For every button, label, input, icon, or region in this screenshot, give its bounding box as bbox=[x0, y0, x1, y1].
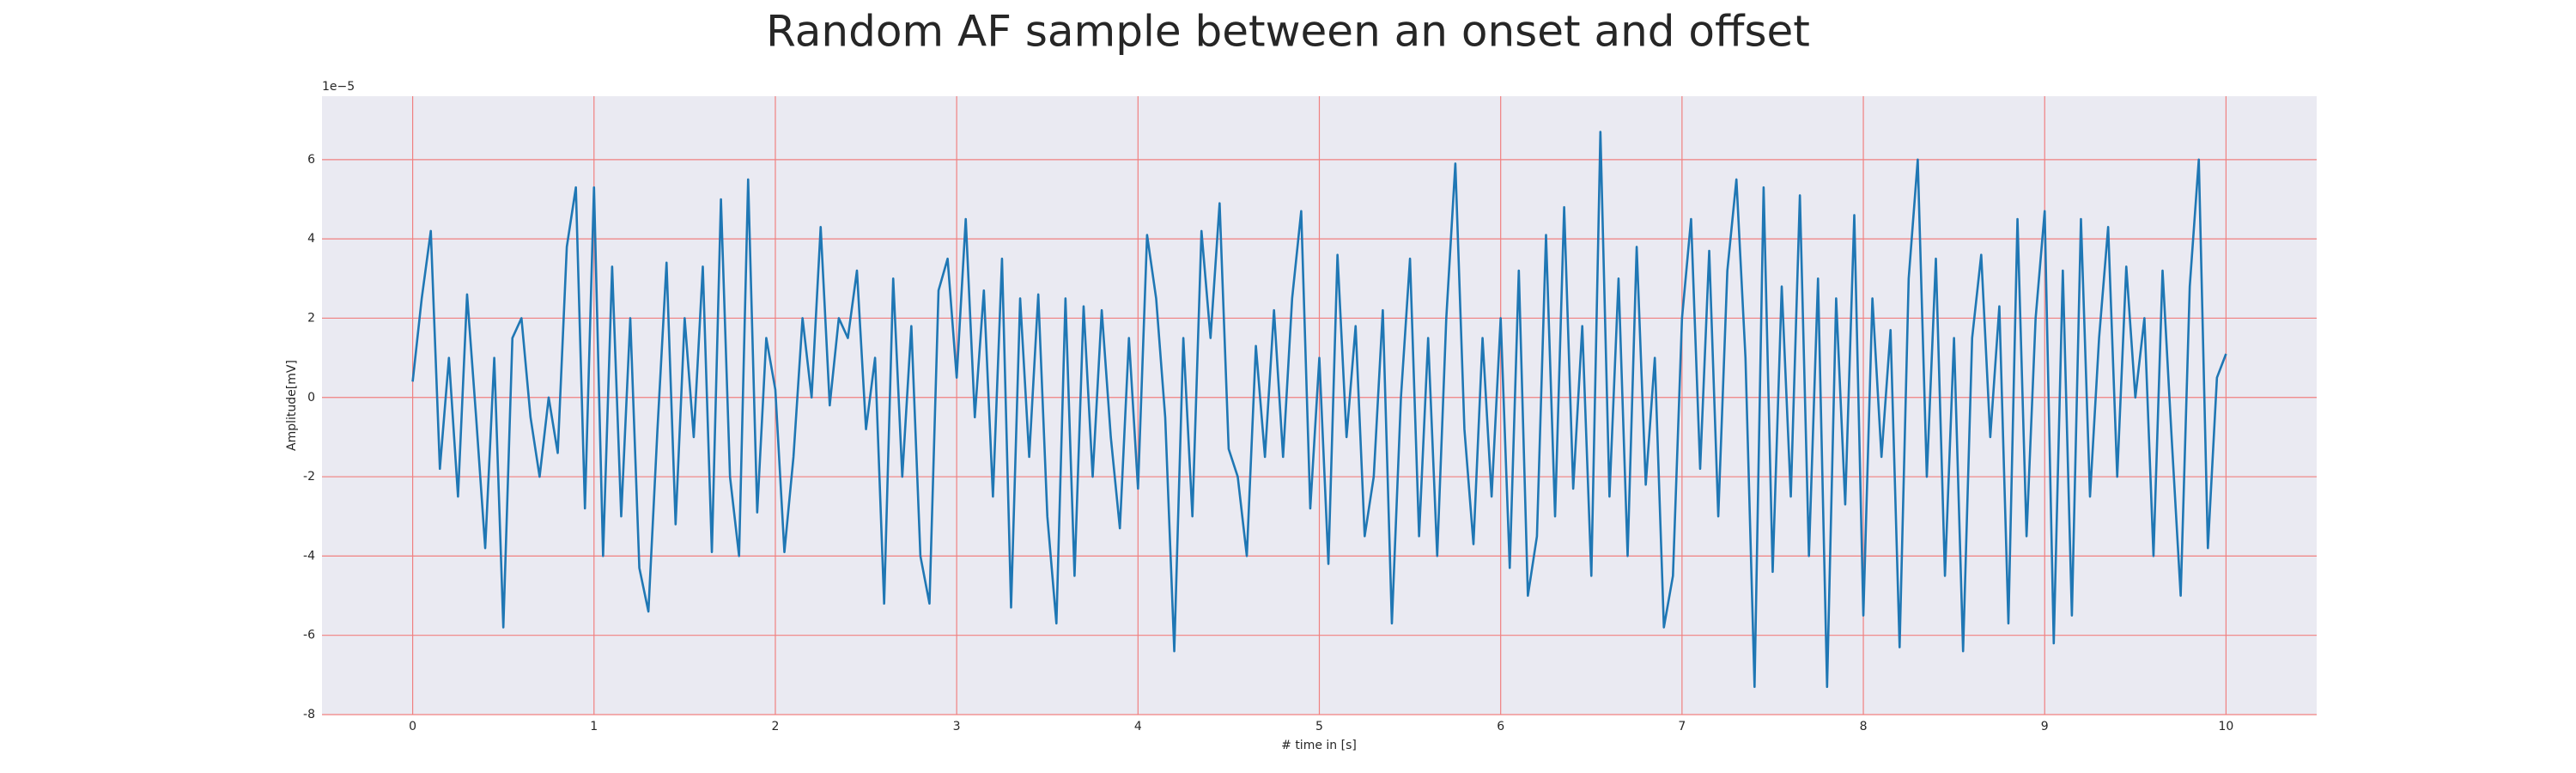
x-tick-label: 10 bbox=[2218, 720, 2233, 733]
x-tick-label: 3 bbox=[953, 720, 961, 733]
x-axis-label: # time in [s] bbox=[1281, 739, 1357, 752]
x-tick-label: 7 bbox=[1678, 720, 1686, 733]
x-tick-label: 6 bbox=[1497, 720, 1504, 733]
y-tick-label: 0 bbox=[307, 391, 315, 405]
x-tick-label: 4 bbox=[1134, 720, 1142, 733]
y-tick-label: 4 bbox=[307, 232, 315, 246]
y-axis-label: Amplitude[mV] bbox=[285, 360, 299, 451]
x-tick-label: 5 bbox=[1315, 720, 1323, 733]
line-series bbox=[411, 131, 2227, 688]
y-tick-label: 2 bbox=[307, 311, 315, 325]
y-tick-label: -2 bbox=[303, 470, 315, 484]
x-tick-label: 2 bbox=[771, 720, 779, 733]
x-tick-label: 0 bbox=[409, 720, 416, 733]
y-tick-label: -6 bbox=[303, 629, 315, 642]
chart-title: Random AF sample between an onset and of… bbox=[766, 7, 1810, 57]
x-tick-label: 1 bbox=[590, 720, 598, 733]
axis-offset-label: 1e−5 bbox=[322, 80, 355, 94]
marks bbox=[411, 131, 2227, 688]
x-tick-label: 8 bbox=[1860, 720, 1868, 733]
x-tick-label: 9 bbox=[2041, 720, 2049, 733]
y-tick-label: -8 bbox=[303, 708, 315, 721]
y-tick-label: 6 bbox=[307, 153, 315, 167]
y-tick-label: -4 bbox=[303, 549, 315, 563]
